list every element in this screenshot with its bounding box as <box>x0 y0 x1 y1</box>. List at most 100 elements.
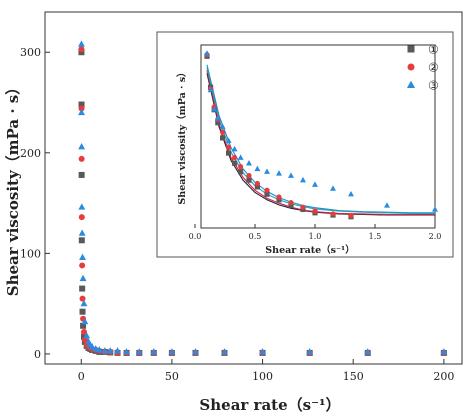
main-x-tick-label: 200 <box>433 370 454 383</box>
main-point <box>78 155 85 162</box>
main-data-marks <box>77 40 448 356</box>
main-point <box>79 274 87 282</box>
main-point <box>78 46 85 53</box>
inset-point <box>254 184 260 190</box>
inset-point <box>288 200 294 206</box>
inset-ticks: 0.0 0.5 1.0 1.5 2.0 <box>189 224 442 241</box>
inset-point <box>220 129 226 135</box>
legend-label: ③ <box>428 79 439 93</box>
inset-point <box>276 194 282 200</box>
main-point <box>259 348 267 355</box>
inset-point <box>246 159 252 166</box>
main-point <box>78 237 85 244</box>
main-point <box>114 347 121 354</box>
main-point <box>88 343 96 350</box>
inset-data-marks <box>204 50 438 220</box>
main-series <box>77 40 448 355</box>
inset-point <box>348 190 354 197</box>
main-point <box>77 40 85 47</box>
main-point <box>221 348 228 355</box>
main-x-axis-label: Shear rate（s⁻¹） <box>199 396 340 414</box>
inset-point <box>264 191 270 197</box>
legend-label: ② <box>428 61 439 75</box>
inset-point <box>254 180 260 187</box>
inset-point <box>204 50 210 56</box>
inset-point <box>330 211 336 217</box>
main-point <box>83 332 91 339</box>
inset-point <box>384 202 390 208</box>
main-point <box>135 348 143 355</box>
inset-point <box>348 213 354 219</box>
main-x-tick-label: 0 <box>78 370 85 383</box>
main-point <box>192 348 199 355</box>
inset-background <box>156 31 454 258</box>
inset-x-tick-label: 1.0 <box>309 232 322 241</box>
inset-point <box>226 150 232 156</box>
main-point <box>80 322 87 329</box>
legend-label: ① <box>428 43 439 57</box>
main-point <box>168 348 176 355</box>
main-y-tick-label: 300 <box>20 46 41 59</box>
legend-marker <box>406 80 416 88</box>
main-point <box>80 328 87 335</box>
main-point <box>79 295 86 302</box>
inset-point <box>231 145 238 152</box>
main-point <box>364 348 372 355</box>
inset-point <box>238 169 244 175</box>
main-point <box>78 49 85 56</box>
inset-point <box>219 123 226 129</box>
main-ticks: 0 50 100 150 200 0 100 200 300 <box>20 46 454 383</box>
inset-point <box>312 181 318 187</box>
main-chart: 0 50 100 150 200 0 100 200 300 Shear rate（s⁻¹） S… <box>4 11 463 414</box>
inset-point <box>232 155 238 161</box>
main-point <box>95 346 103 353</box>
main-point <box>78 171 85 178</box>
main-point <box>79 262 86 269</box>
inset-x-tick-label: 0.0 <box>189 232 202 241</box>
inset-point <box>432 206 438 212</box>
inset-x-axis-label: Shear rate（s⁻¹） <box>265 244 354 256</box>
main-y-tick-label: 200 <box>20 147 41 160</box>
inset-chart: 0.0 0.5 1.0 1.5 2.0 ① ② ③ Shear rate（s⁻¹） Shea… <box>156 31 454 258</box>
inset-point <box>246 173 252 179</box>
main-point <box>81 318 89 325</box>
main-point <box>101 347 109 354</box>
main-point <box>306 348 314 355</box>
main-point <box>80 299 88 307</box>
main-point <box>123 348 131 355</box>
main-plot-frame <box>44 11 463 365</box>
inset-point <box>238 164 244 170</box>
main-point <box>78 203 86 210</box>
inset-point <box>288 172 294 178</box>
main-point <box>150 348 158 355</box>
main-point <box>79 285 86 292</box>
main-point <box>79 308 86 315</box>
inset-point <box>225 137 232 143</box>
main-y-tick-label: 100 <box>20 247 41 260</box>
main-point <box>78 101 85 108</box>
inset-point <box>276 197 282 203</box>
inset-x-tick-label: 2.0 <box>429 232 442 241</box>
inset-plot-frame <box>200 44 436 229</box>
inset-point <box>232 160 238 166</box>
main-point <box>78 143 86 150</box>
inset-point <box>330 185 336 191</box>
legend-marker <box>407 45 415 53</box>
main-x-tick-label: 50 <box>165 370 179 383</box>
inset-point <box>226 144 232 151</box>
inset-point <box>300 176 306 183</box>
inset-point <box>288 202 294 209</box>
inset-point <box>276 170 282 176</box>
inset-point <box>211 105 218 112</box>
inset-point <box>300 204 306 210</box>
inset-point <box>214 114 221 121</box>
main-point <box>80 333 87 340</box>
main-point <box>78 108 85 116</box>
main-y-axis-label: Shear viscosity（mPa · s） <box>4 80 22 297</box>
inset-y-axis-label: Shear viscosity（mPa · s） <box>176 67 188 204</box>
main-point <box>78 229 86 236</box>
main-x-tick-label: 100 <box>252 370 273 383</box>
main-x-tick-label: 150 <box>343 370 364 383</box>
inset-point <box>264 187 270 193</box>
main-point <box>106 347 114 354</box>
